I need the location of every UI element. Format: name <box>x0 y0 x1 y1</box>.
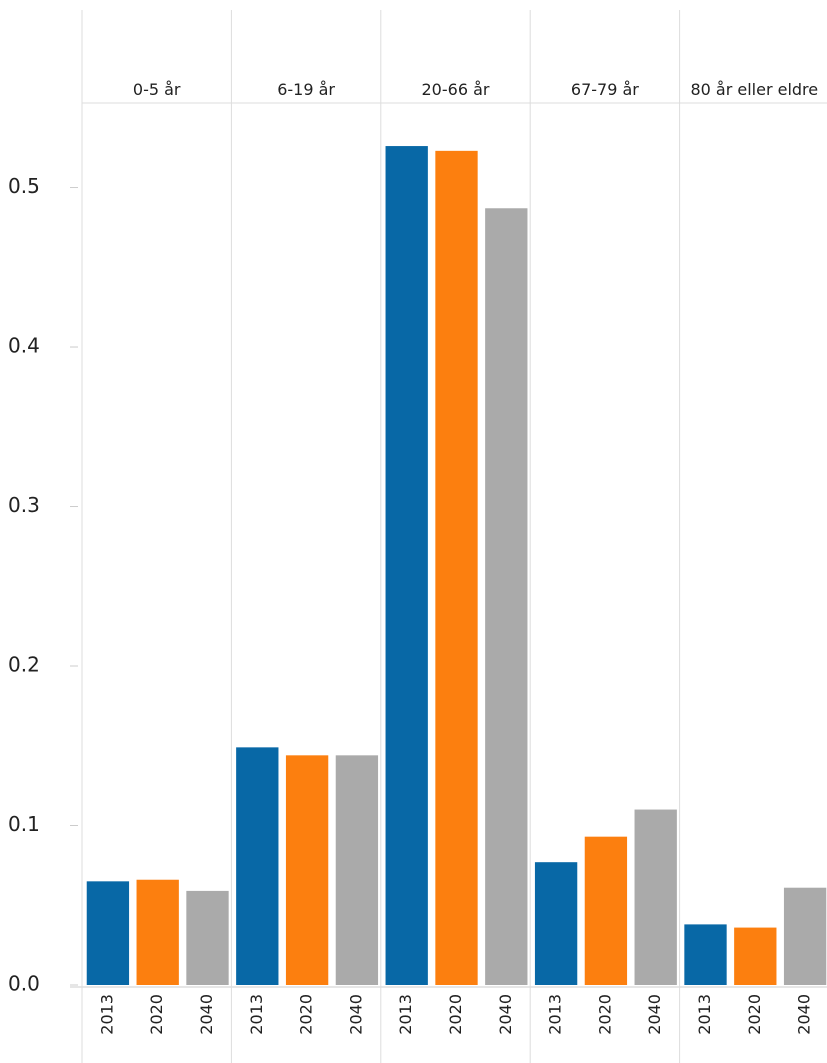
x-tick-label: 2040 <box>795 994 814 1035</box>
x-tick-label: 2013 <box>695 994 714 1035</box>
group-label: 6-19 år <box>277 80 335 99</box>
bar <box>285 755 329 985</box>
bar <box>86 881 130 985</box>
y-tick-label: 0.4 <box>8 334 40 358</box>
group-label-box: 20-66 år <box>421 80 490 99</box>
x-tick-label: 2013 <box>396 994 415 1035</box>
bar <box>186 890 229 985</box>
y-tick-label: 0.0 <box>8 972 40 996</box>
group-label-box: 6-19 år <box>277 80 335 99</box>
group-label: 0-5 år <box>132 80 181 99</box>
group-label-box: 80 år eller eldre <box>690 80 819 99</box>
x-tick-label: 2040 <box>645 994 664 1035</box>
bar <box>634 809 677 985</box>
x-tick-label: 2020 <box>595 994 614 1035</box>
bar <box>584 836 628 985</box>
bar <box>734 927 777 985</box>
group-label-box: 0-5 år <box>132 80 181 99</box>
bar <box>136 879 179 985</box>
bar <box>385 146 428 985</box>
bar <box>783 887 827 985</box>
group-label: 80 år eller eldre <box>690 80 819 99</box>
x-tick-label: 2040 <box>197 994 216 1035</box>
x-tick-label: 2040 <box>346 994 365 1035</box>
x-tick-label: 2020 <box>745 994 764 1035</box>
group-label: 67-79 år <box>570 80 639 99</box>
bar <box>534 862 578 985</box>
bar <box>485 208 528 986</box>
bar <box>236 747 279 985</box>
x-tick-label: 2020 <box>297 994 316 1035</box>
bar <box>335 755 379 985</box>
bar <box>684 924 727 985</box>
x-tick-label: 2040 <box>496 994 515 1035</box>
x-tick-label: 2013 <box>247 994 266 1035</box>
x-tick-label: 2020 <box>147 994 166 1035</box>
x-tick-label: 2020 <box>446 994 465 1035</box>
group-label-box: 67-79 år <box>570 80 639 99</box>
group-label: 20-66 år <box>421 80 490 99</box>
y-tick-label: 0.5 <box>8 174 40 198</box>
y-tick-label: 0.2 <box>8 653 40 677</box>
x-tick-label: 2013 <box>97 994 116 1035</box>
y-tick-label: 0.3 <box>8 493 40 517</box>
y-tick-label: 0.1 <box>8 812 40 836</box>
bar <box>435 150 478 986</box>
x-tick-label: 2013 <box>546 994 565 1035</box>
